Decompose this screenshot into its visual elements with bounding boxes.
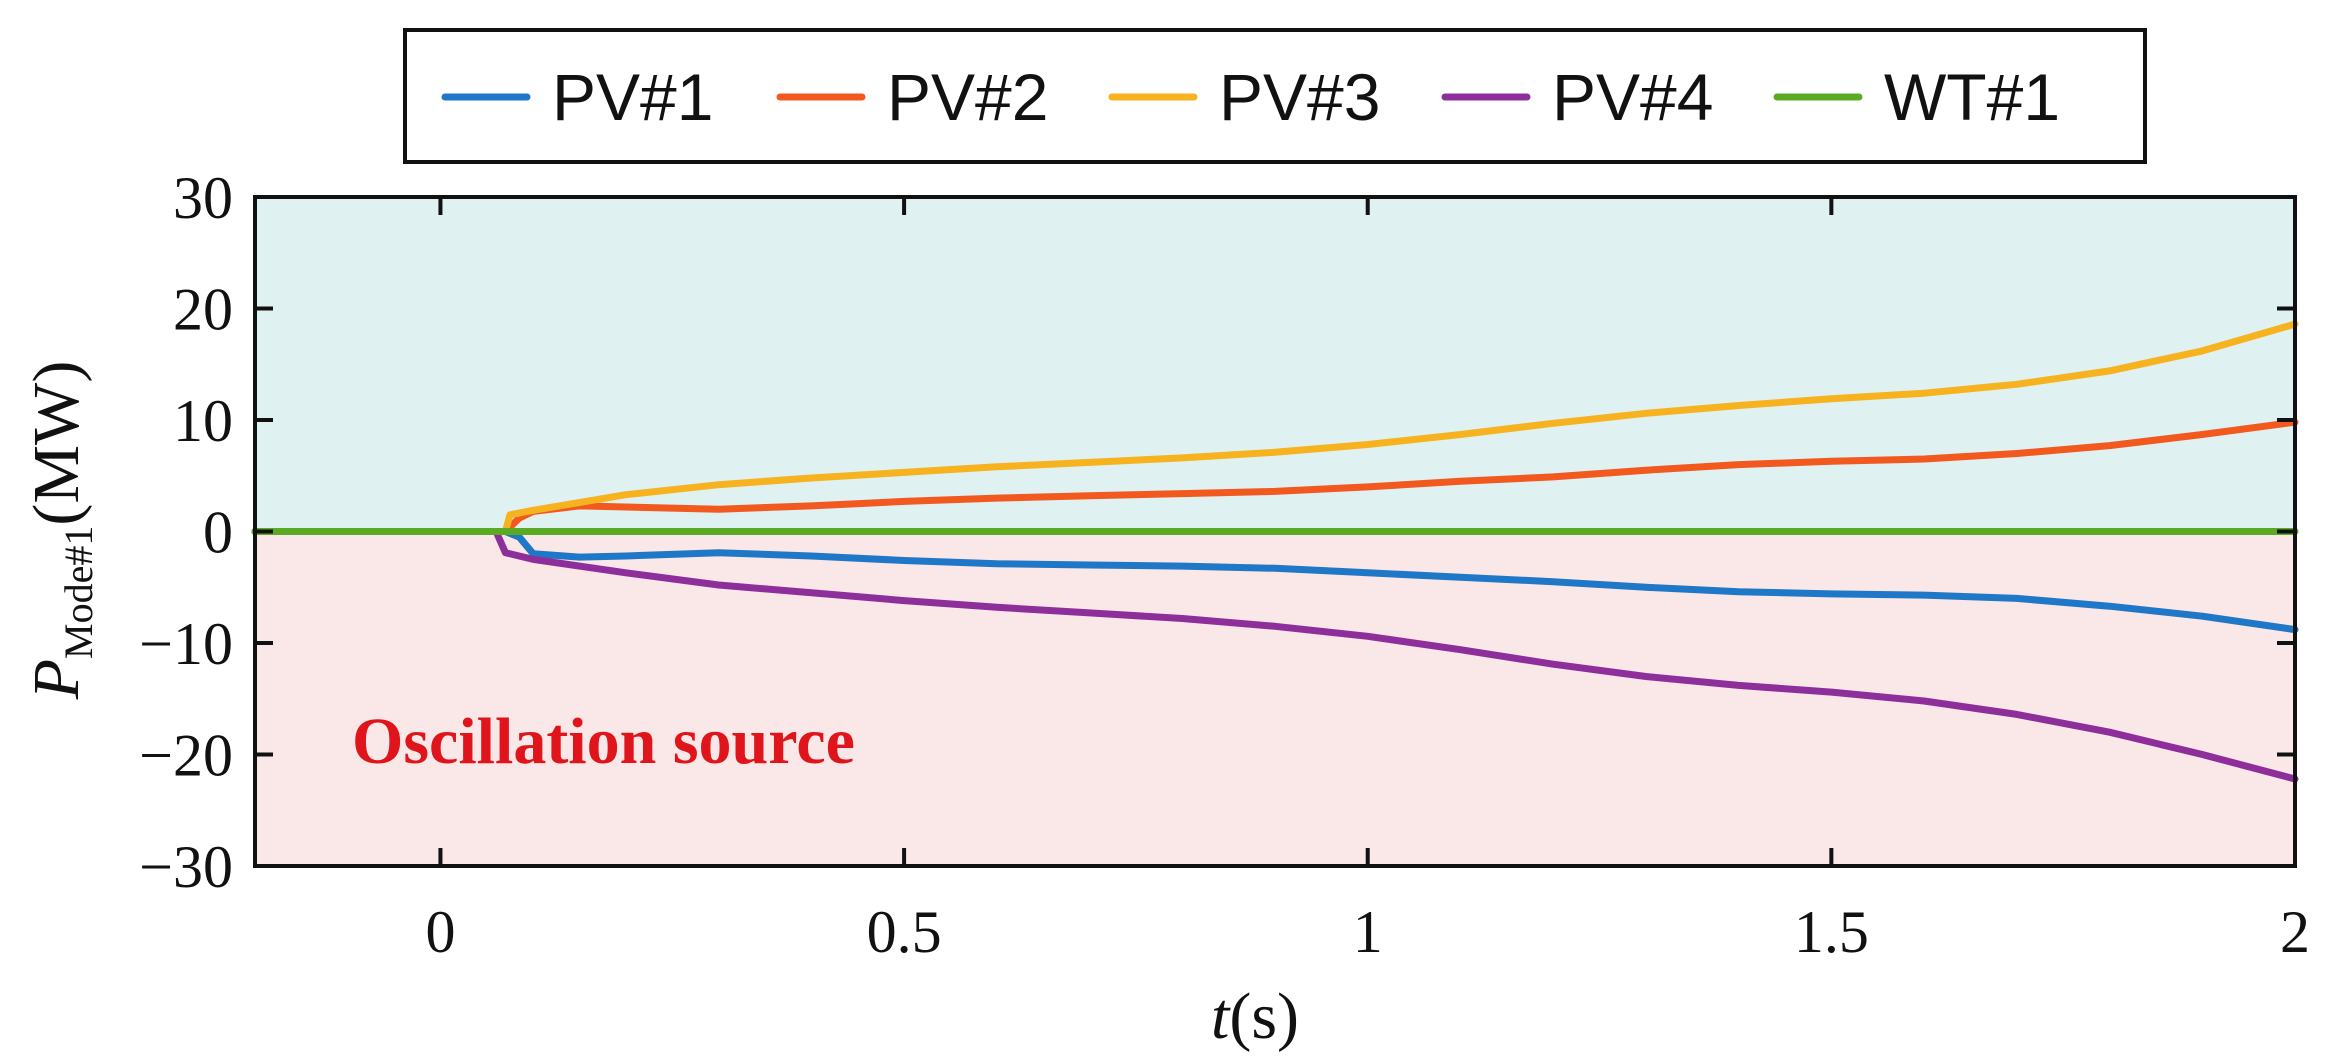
y-tick-label: 10 <box>173 388 233 454</box>
y-tick-label: 0 <box>203 500 233 566</box>
oscillation-source-annotation: Oscillation source <box>352 705 855 778</box>
x-axis-label: t(s) <box>1211 980 1299 1053</box>
series-line-pv1 <box>251 528 2299 634</box>
x-tick-label: 0 <box>425 899 455 965</box>
x-tick-label: 1 <box>1353 899 1383 965</box>
y-tick-label: 30 <box>173 165 233 231</box>
y-tick-label: −30 <box>139 834 233 900</box>
y-tick-label: 20 <box>173 277 233 343</box>
y-axis-label: PMode#1(MW) <box>20 361 101 701</box>
legend-label-pv3: PV#3 <box>1219 60 1380 134</box>
x-tick-label: 0.5 <box>867 899 942 965</box>
legend-label-pv4: PV#4 <box>1552 60 1713 134</box>
legend-label-pv2: PV#2 <box>887 60 1048 134</box>
y-axis-ticks: 30 20 10 0 −10 −20 −30 <box>139 165 2295 900</box>
x-tick-label: 2 <box>2280 899 2310 965</box>
x-axis-ticks: 0 0.5 1 1.5 2 <box>425 197 2310 965</box>
region-positive <box>255 197 2295 532</box>
legend-label-wt1: WT#1 <box>1884 60 2060 134</box>
legend-label-pv1: PV#1 <box>552 60 713 134</box>
region-negative <box>255 531 2295 866</box>
series-line-pv4 <box>251 528 2299 783</box>
y-tick-label: −20 <box>139 723 233 789</box>
y-tick-label: −10 <box>139 611 233 677</box>
series-lines <box>251 320 2299 783</box>
legend: PV#1 PV#2 PV#3 PV#4 WT#1 <box>403 28 2147 164</box>
background-regions <box>255 197 2295 866</box>
series-line-pv3 <box>251 320 2299 535</box>
x-tick-label: 1.5 <box>1794 899 1869 965</box>
